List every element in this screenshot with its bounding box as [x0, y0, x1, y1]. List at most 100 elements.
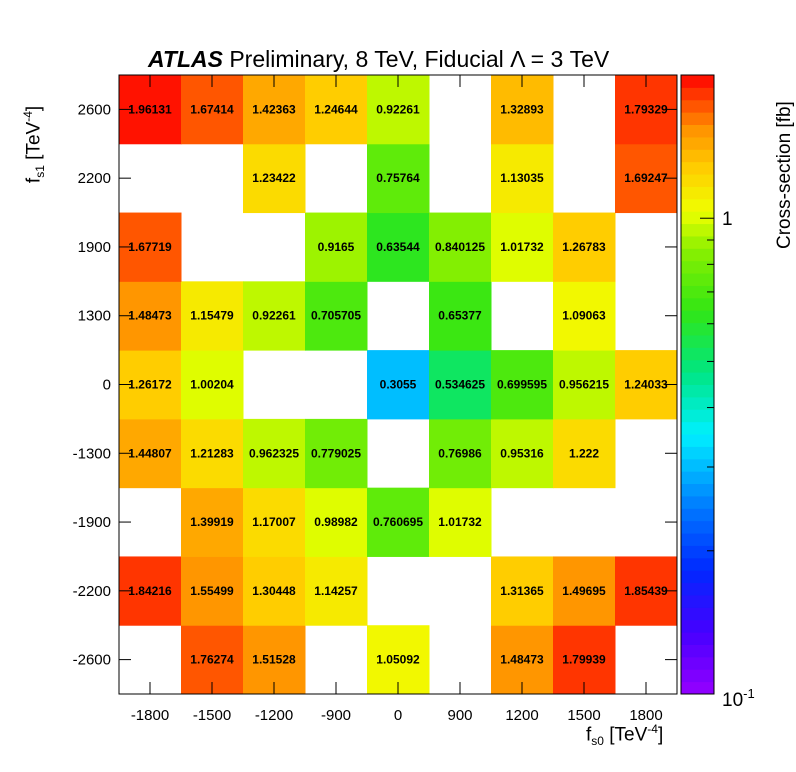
colorbar-band [681, 112, 714, 126]
colorbar-band [681, 409, 714, 423]
colorbar-band [681, 446, 714, 460]
y-tick-label: 0 [103, 377, 111, 394]
colorbar-band [681, 594, 714, 608]
cell-value-label: 0.956215 [559, 378, 609, 392]
heatmap-cell [243, 143, 306, 214]
colorbar-band [681, 161, 714, 175]
cell-value-label: 1.51528 [252, 653, 296, 667]
colorbar-band [681, 273, 714, 286]
heatmap-cell [491, 418, 554, 489]
cell-value-label: 0.92261 [252, 309, 296, 323]
colorbar-band [681, 310, 714, 324]
colorbar-band [681, 508, 714, 522]
cell-value-label: 1.42363 [252, 102, 296, 116]
y-tick-label: -2200 [73, 583, 111, 600]
heatmap-cell [305, 556, 368, 626]
colorbar-band [681, 434, 714, 447]
cell-value-label: 1.48473 [500, 653, 544, 667]
heatmap-cell [553, 281, 616, 351]
cell-value-label: 1.15479 [190, 309, 234, 323]
heatmap-cell [367, 212, 430, 282]
cell-value-label: 1.01732 [438, 515, 482, 529]
chart-title: ATLAS Preliminary, 8 TeV, Fiducial Λ = 3… [148, 46, 609, 73]
colorbar-band [681, 322, 714, 336]
cell-value-label: 0.76986 [438, 446, 482, 460]
cell-value-label: 1.14257 [314, 584, 358, 598]
heatmap-cell [305, 418, 368, 489]
cell-value-label: 1.67719 [128, 240, 172, 254]
colorbar-band [681, 570, 714, 584]
y-tick-label: 2600 [78, 101, 111, 118]
cell-value-label: 1.13035 [500, 171, 544, 185]
colorbar-band [681, 211, 714, 225]
cell-value-label: 1.32893 [500, 102, 544, 116]
heatmap-cell [243, 487, 306, 557]
title-text: Preliminary, 8 TeV, Fiducial Λ = 3 TeV [229, 46, 610, 72]
cell-value-label: 1.48473 [128, 309, 172, 323]
x-tick-label: -900 [321, 707, 351, 724]
y-tick-label: -2600 [73, 652, 111, 669]
y-tick-label: 1300 [78, 308, 111, 325]
cell-value-label: 1.79939 [562, 653, 606, 667]
heatmap-cell [305, 487, 368, 557]
heatmap-cell [367, 487, 430, 557]
cell-value-label: 1.23422 [252, 171, 296, 185]
colorbar-band [681, 632, 714, 645]
cell-value-label: 0.840125 [435, 240, 485, 254]
cell-value-label: 1.85439 [624, 584, 668, 598]
cell-value-label: 1.31365 [500, 584, 544, 598]
cell-value-label: 1.76274 [190, 653, 234, 667]
heatmap-cell [429, 350, 492, 420]
heatmap-cell [429, 212, 492, 282]
colorbar-band [681, 174, 714, 187]
heatmap-cell [429, 418, 492, 489]
cell-value-label: 1.24033 [624, 378, 668, 392]
heatmap-cell [429, 487, 492, 557]
cell-value-label: 0.760695 [373, 515, 423, 529]
colorbar-band [681, 396, 714, 410]
y-tick-label: 2200 [78, 170, 111, 187]
heatmap-cell [181, 487, 244, 557]
cell-value-label: 0.534625 [435, 378, 485, 392]
cell-value-label: 0.65377 [438, 309, 482, 323]
colorbar-band [681, 75, 714, 88]
heatmap-cell [491, 143, 554, 214]
colorbar-band [681, 545, 714, 559]
heatmap-cell [181, 556, 244, 626]
cell-value-label: 0.3055 [380, 378, 417, 392]
colorbar-band [681, 557, 714, 571]
colorbar-band [681, 359, 714, 373]
colorbar-band [681, 149, 714, 163]
colorbar-band [681, 471, 714, 485]
cell-value-label: 1.17007 [252, 515, 296, 529]
colorbar-band [681, 297, 714, 311]
cell-value-label: 1.55499 [190, 584, 234, 598]
colorbar-band [681, 248, 714, 262]
cell-value-label: 1.30448 [252, 584, 296, 598]
heatmap-cell [181, 281, 244, 351]
colorbar-band [681, 235, 714, 249]
cell-value-label: 1.09063 [562, 309, 606, 323]
colorbar-band [681, 619, 714, 633]
x-tick-label: 900 [447, 707, 472, 724]
colorbar-band [681, 533, 714, 546]
colorbar-band [681, 458, 714, 472]
y-tick-label: -1300 [73, 445, 111, 462]
cell-value-label: 0.779025 [311, 446, 361, 460]
cell-value-label: 0.75764 [376, 171, 420, 185]
x-tick-label: 0 [394, 707, 402, 724]
colorbar-band [681, 520, 714, 534]
cell-value-label: 0.92261 [376, 102, 420, 116]
colorbar-band [681, 223, 714, 237]
x-tick-label: 1200 [505, 707, 538, 724]
colorbar-label: Cross-section [fb] [774, 101, 795, 249]
cell-value-label: 1.05092 [376, 653, 420, 667]
cell-value-label: 1.84216 [128, 584, 172, 598]
cell-value-label: 1.49695 [562, 584, 606, 598]
cell-value-label: 1.79329 [624, 102, 668, 116]
colorbar-band [681, 260, 714, 274]
heatmap-cell [553, 418, 616, 489]
cell-value-label: 1.67414 [190, 102, 234, 116]
title-atlas: ATLAS [148, 46, 223, 72]
cell-value-label: 1.00204 [190, 378, 234, 392]
